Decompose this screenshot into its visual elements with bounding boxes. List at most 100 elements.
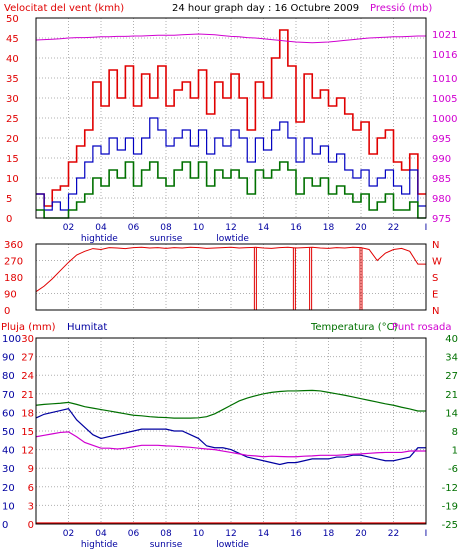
x-tick-label: 02 [63,529,74,539]
wind-tick-label: 15 [6,154,19,165]
compass-label: E [432,290,438,301]
wind-minimum-line [36,161,426,219]
direction-tick-label: 360 [4,240,23,251]
x-tick-label: I [425,529,428,539]
humidity-tick-label: 20 [2,483,15,494]
pressure-axis-title: Pressió (mb) [370,2,432,14]
rain-tick-label: 27 [21,353,34,364]
wind-tick-label: 45 [6,34,19,45]
x-tick-label: 22 [388,529,399,539]
frames-layer [35,17,427,525]
x-tick-label: 08 [160,529,172,539]
wind-tick-label: 0 [6,214,12,225]
event-label-hightide: hightide [81,540,118,550]
compass-label: N [432,240,439,251]
x-tick-label: 14 [258,529,270,539]
pressure-tick-label: 975 [432,214,451,225]
pressure-tick-label: 1005 [432,94,457,105]
wind-gust-line [36,29,426,207]
chart-title: 24 hour graph day : 16 Octubre 2009 [172,3,359,14]
rain-tick-label: 3 [28,501,34,512]
wind-axis-title: Velocitat del vent (kmh) [4,3,124,14]
wind-tick-label: 10 [6,174,19,185]
humidity-axis-title: Humitat [67,322,107,333]
wind-direction-line [35,246,426,293]
temperature-tick-label: 8 [452,427,458,438]
x-tick-label: 02 [63,223,74,233]
direction-tick-label: 180 [4,273,23,284]
compass-label: S [432,273,438,284]
temperature-tick-label: 1 [452,446,458,457]
x-tick-label: 20 [355,529,367,539]
dewpoint-line [35,431,426,458]
temperature-tick-label: -25 [442,520,458,531]
event-label-lowtide: lowtide [216,234,249,244]
pressure-tick-label: 1010 [432,74,457,85]
temperature-tick-label: -12 [442,483,458,494]
humidity-tick-label: 40 [2,446,15,457]
x-tick-label: 04 [95,529,107,539]
x-tick-label: I [425,223,428,233]
x-tick-label: 18 [323,223,335,233]
wind-tick-label: 20 [6,134,19,145]
rain-tick-label: 24 [21,371,34,382]
wind-tick-label: 25 [6,114,19,125]
event-label-sunrise: sunrise [150,540,183,550]
pressure-tick-label: 985 [432,174,451,185]
temperature-tick-label: 14 [445,408,458,419]
temperature-line [35,389,426,419]
x-tick-label: 10 [193,529,205,539]
temperature-tick-label: -6 [448,464,458,475]
event-label-hightide: hightide [81,234,118,244]
wind-tick-label: 50 [6,14,19,25]
x-tick-label: 10 [193,223,205,233]
rain-tick-label: 6 [28,483,34,494]
rain-tick-label: 12 [21,446,34,457]
tick-labels-layer: 0510152025303540455097598098599099510001… [2,14,458,550]
pressure-line [35,33,426,44]
compass-label: N [432,306,439,317]
humidity-tick-label: 90 [2,353,15,364]
x-tick-label: 12 [225,529,236,539]
x-tick-label: 14 [258,223,270,233]
temperature-axis-title: Temperatura (°C) [310,322,398,333]
direction-tick-label: 270 [4,257,23,268]
wind-tick-label: 35 [6,74,19,85]
wind-tick-label: 40 [6,54,19,65]
rain-tick-label: 30 [21,334,34,345]
temperature-tick-label: 40 [445,334,458,345]
pressure-tick-label: 995 [432,134,451,145]
temperature-tick-label: -19 [442,501,458,512]
humidity-panel-frame [35,337,427,525]
x-tick-label: 16 [290,529,302,539]
temperature-tick-label: 21 [445,390,458,401]
series-layer [35,29,426,524]
humidity-line [35,408,426,466]
humidity-tick-label: 70 [2,390,15,401]
humidity-tick-label: 50 [2,427,15,438]
rain-tick-label: 0 [28,520,34,531]
x-tick-label: 20 [355,223,367,233]
event-label-lowtide: lowtide [216,540,249,550]
x-tick-label: 04 [95,223,107,233]
pressure-tick-label: 980 [432,194,451,205]
rain-tick-label: 18 [21,408,34,419]
x-tick-label: 06 [128,529,140,539]
pressure-tick-label: 1021 [432,30,457,41]
temperature-tick-label: 34 [445,353,458,364]
humidity-tick-label: 60 [2,408,15,419]
event-label-sunrise: sunrise [150,234,183,244]
pressure-tick-label: 1000 [432,114,457,125]
wind-tick-label: 5 [6,194,12,205]
direction-tick-label: 90 [4,290,17,301]
x-tick-label: 06 [128,223,140,233]
humidity-tick-label: 80 [2,371,15,382]
x-tick-label: 08 [160,223,172,233]
x-tick-label: 12 [225,223,236,233]
humidity-tick-label: 30 [2,464,15,475]
direction-panel-frame [35,243,427,311]
compass-label: W [432,257,442,268]
humidity-tick-label: 10 [2,501,15,512]
